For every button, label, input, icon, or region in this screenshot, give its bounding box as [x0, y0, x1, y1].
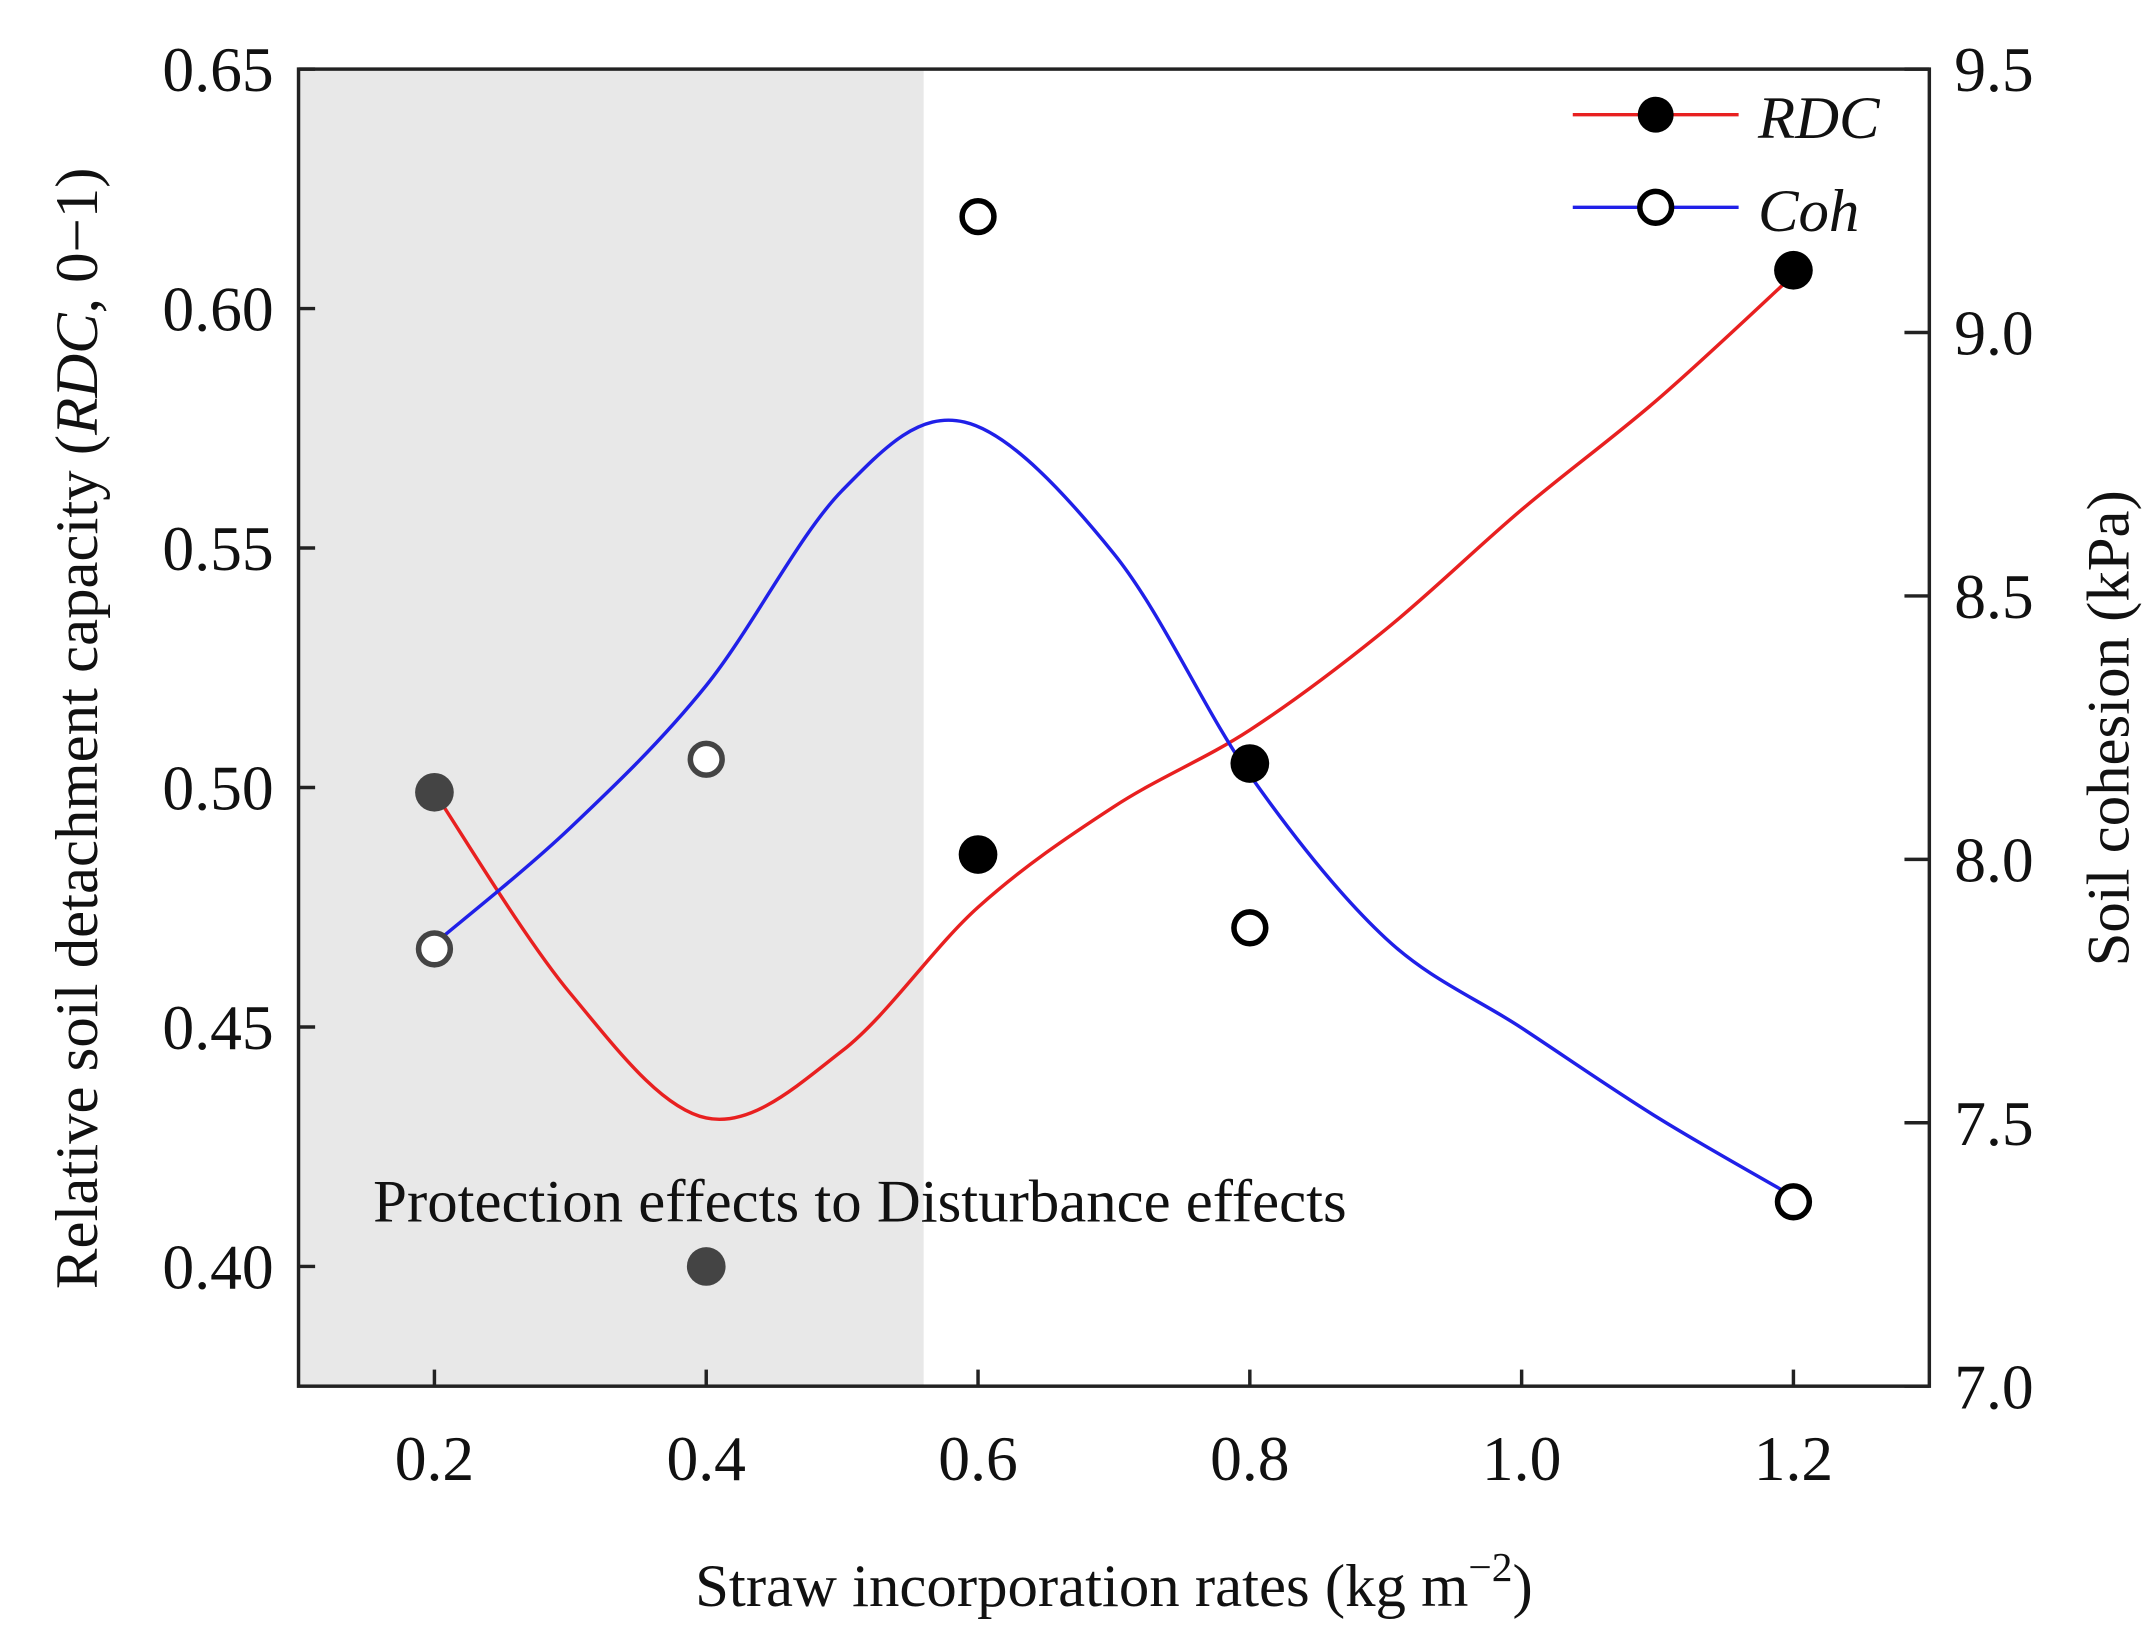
x-axis-label: Straw incorporation rates (kg m−2): [695, 1544, 1533, 1620]
x-tick-label: 0.6: [938, 1423, 1017, 1494]
x-tick-label: 1.0: [1482, 1423, 1561, 1494]
x-tick-label: 0.8: [1210, 1423, 1289, 1494]
legend-label-coh: Coh: [1758, 178, 1859, 245]
y-right-tick-label: 8.5: [1954, 561, 2033, 632]
y-left-tick-label: 0.40: [162, 1232, 273, 1303]
data-point-coh: [687, 740, 725, 778]
y-left-tick-label: 0.50: [162, 753, 273, 824]
fit-line-coh: [433, 418, 1795, 1199]
y-left-tick-label: 0.65: [162, 34, 273, 105]
x-tick-label: 0.2: [395, 1423, 474, 1494]
x-tick-label: 0.4: [667, 1423, 746, 1494]
data-point-coh: [959, 197, 997, 236]
data-point-coh: [1774, 1183, 1813, 1221]
data-point-coh: [415, 930, 454, 968]
data-point-rdc: [415, 772, 454, 812]
legend-label-rdc: RDC: [1757, 85, 1881, 152]
data-point-rdc: [686, 1247, 726, 1286]
y-axis-right-label: Soil cohesion (kPa): [2075, 490, 2142, 966]
legend-marker-coh: [1637, 188, 1675, 226]
x-tick-label: 1.2: [1754, 1423, 1833, 1494]
y-right-tick-label: 9.5: [1954, 34, 2033, 105]
y-axis-left-label: Relative soil detachment capacity (RDC, …: [44, 168, 111, 1290]
y-right-tick-label: 9.0: [1954, 298, 2033, 369]
legend-marker-rdc: [1637, 96, 1674, 133]
legend: RDC Coh: [1572, 85, 1881, 245]
fit-line-rdc: [433, 273, 1795, 1122]
y-left-tick-label: 0.55: [162, 513, 273, 584]
y-right-tick-label: 7.0: [1954, 1351, 2033, 1422]
shaded-region: [298, 69, 924, 1387]
y-right-tick-label: 8.0: [1954, 824, 2033, 895]
data-point-coh: [1231, 909, 1269, 947]
data-point-rdc: [1774, 250, 1813, 290]
y-left-tick-label: 0.45: [162, 992, 273, 1063]
y-left-tick-label: 0.60: [162, 274, 273, 345]
y-right-tick-label: 7.5: [1954, 1088, 2033, 1159]
annotation: Protection effects to Disturbance effect…: [373, 1169, 1347, 1236]
plot-frame: [296, 67, 1932, 1388]
data-point-rdc: [958, 835, 998, 874]
data-point-rdc: [1230, 744, 1270, 783]
